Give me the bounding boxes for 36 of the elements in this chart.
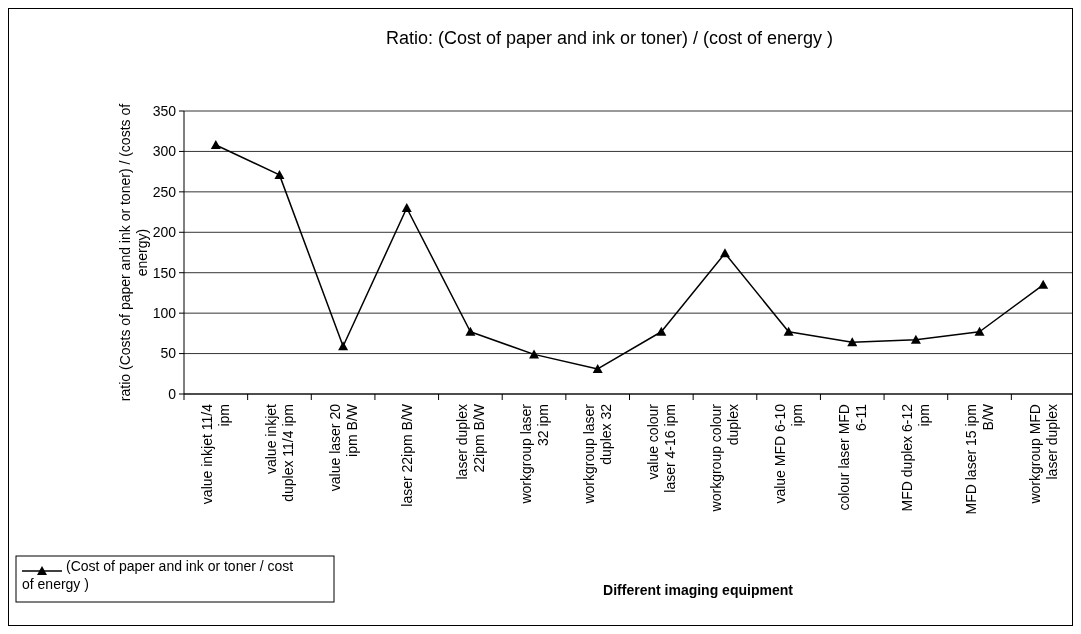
point bbox=[338, 341, 349, 351]
y-tick-label: 250 bbox=[152, 183, 177, 200]
x-tick-label: value inkjet 11/4 ipm bbox=[199, 403, 233, 505]
point bbox=[847, 337, 858, 347]
point bbox=[719, 248, 730, 258]
x-axis-title: Different imaging equipment bbox=[603, 582, 794, 598]
point bbox=[783, 326, 794, 336]
x-tick-label: value MFD 6-10 ipm bbox=[772, 403, 806, 504]
point bbox=[401, 203, 412, 213]
y-tick-label: 200 bbox=[152, 224, 177, 241]
y-tick-label: 300 bbox=[152, 143, 177, 160]
y-tick-label: 350 bbox=[152, 102, 177, 119]
x-tick-label: workgroup laser duplex 32 bbox=[581, 403, 615, 505]
x-tick-label: MFD duplex 6-12 ipm bbox=[899, 403, 933, 512]
x-tick-label: workgroup colour duplex bbox=[708, 403, 742, 513]
point bbox=[910, 334, 921, 344]
x-tick-label: workgroup laser 32 ipm bbox=[517, 403, 551, 505]
point bbox=[529, 349, 540, 359]
y-axis-title: ratio (Costs of paper and ink or toner) / (costs of energy) bbox=[116, 103, 150, 402]
y-tick-label: 100 bbox=[152, 305, 177, 322]
x-tick-label: colour laser MFD 6-11 bbox=[835, 403, 869, 511]
chart-title: Ratio: (Cost of paper and ink or toner) / (cost of energy ) bbox=[385, 28, 834, 48]
point bbox=[592, 363, 603, 373]
x-tick-label: workgroup MFD laser duplex bbox=[1026, 404, 1060, 505]
x-tick-label: laser 22ipm B/W bbox=[398, 403, 415, 507]
y-tick-label: 50 bbox=[160, 345, 177, 362]
point bbox=[1038, 279, 1049, 289]
point bbox=[274, 169, 285, 179]
y-tick-label: 150 bbox=[152, 264, 177, 281]
point bbox=[656, 326, 667, 336]
point bbox=[210, 139, 221, 149]
y-tick-label: 0 bbox=[168, 385, 177, 402]
x-tick-label: MFD laser 15 ipm B/W bbox=[963, 403, 997, 515]
legend-label: (Cost of paper and ink or toner / cost of energy ) bbox=[22, 558, 294, 592]
point bbox=[465, 326, 476, 336]
point bbox=[974, 326, 985, 336]
